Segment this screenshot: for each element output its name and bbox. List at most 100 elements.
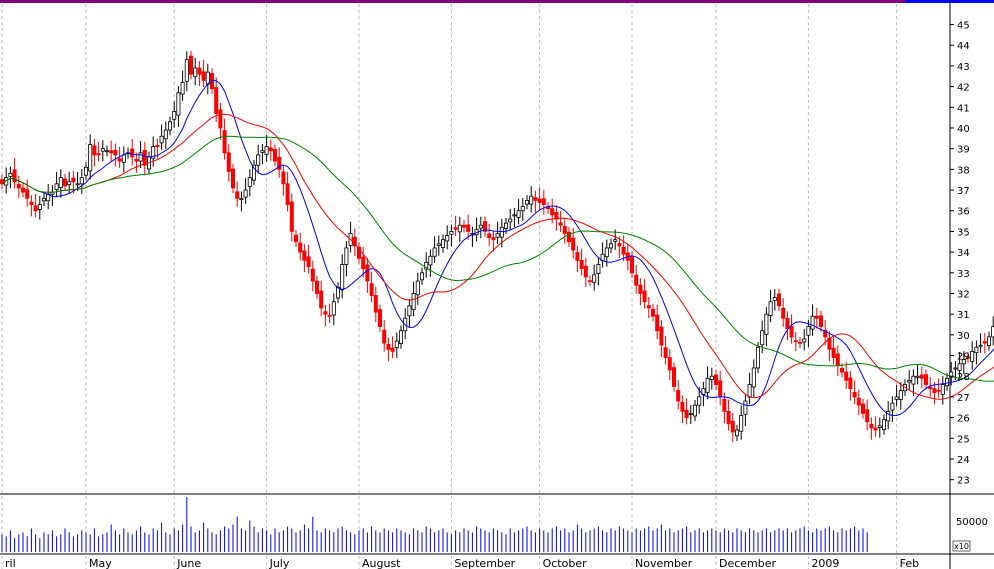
month-label-2: June bbox=[176, 557, 201, 569]
candle-body bbox=[970, 350, 975, 362]
candle-body bbox=[361, 256, 366, 270]
candle-body bbox=[356, 246, 361, 259]
price-tick-label: 29 bbox=[957, 352, 970, 363]
candle-body bbox=[772, 297, 777, 301]
candle-body bbox=[75, 183, 80, 186]
candle-body bbox=[856, 397, 861, 406]
candle-body bbox=[331, 301, 336, 316]
candle-body bbox=[831, 347, 836, 359]
price-tick-label: 39 bbox=[957, 145, 970, 156]
price-tick-label: 44 bbox=[957, 41, 970, 52]
candle-body bbox=[264, 146, 269, 155]
candle-body bbox=[37, 204, 42, 210]
candle-body bbox=[71, 177, 76, 183]
candle-body bbox=[88, 144, 93, 172]
candle-body bbox=[487, 233, 492, 239]
candle-body bbox=[482, 221, 487, 232]
candle-body bbox=[512, 214, 517, 217]
candle-body bbox=[882, 419, 887, 430]
price-tick-label: 28 bbox=[957, 372, 970, 383]
price-tick-label: 30 bbox=[957, 331, 970, 342]
month-label-10: Feb bbox=[900, 557, 919, 569]
candle-body bbox=[163, 129, 168, 140]
candle-body bbox=[390, 347, 395, 352]
candle-body bbox=[987, 336, 992, 347]
candle-body bbox=[289, 201, 294, 232]
candle-body bbox=[319, 290, 324, 309]
candle-body bbox=[886, 410, 891, 422]
month-label-6: October bbox=[543, 557, 587, 569]
candle-body bbox=[516, 210, 521, 218]
candle-body bbox=[272, 149, 277, 162]
volume-multiplier-box bbox=[952, 540, 971, 552]
price-tick-label: 43 bbox=[957, 62, 970, 73]
candle-body bbox=[79, 177, 84, 185]
candle-body bbox=[579, 259, 584, 270]
candle-body bbox=[760, 330, 765, 346]
month-label-8: December bbox=[719, 557, 777, 569]
candle-body bbox=[604, 247, 609, 258]
candle-body bbox=[155, 144, 160, 148]
month-label-5: September bbox=[454, 557, 515, 569]
candle-body bbox=[499, 226, 504, 238]
candle-body bbox=[911, 375, 916, 385]
candle-body bbox=[0, 179, 4, 185]
candle-body bbox=[705, 377, 710, 393]
candle-body bbox=[310, 268, 315, 282]
candle-body bbox=[592, 274, 597, 283]
price-tick-label: 34 bbox=[957, 248, 970, 259]
candle-body bbox=[503, 222, 508, 229]
candle-body bbox=[167, 121, 172, 131]
candle-body bbox=[533, 197, 538, 201]
candle-body bbox=[840, 367, 845, 373]
candle-body bbox=[953, 367, 958, 370]
candle-body bbox=[33, 205, 38, 212]
month-label-4: August bbox=[362, 557, 401, 569]
candle-body bbox=[764, 313, 769, 335]
price-tick-label: 37 bbox=[957, 186, 970, 197]
candle-body bbox=[554, 211, 559, 220]
candle-body bbox=[495, 233, 500, 238]
candle-body bbox=[651, 308, 656, 317]
candle-body bbox=[562, 226, 567, 234]
month-label-3: July bbox=[269, 557, 290, 569]
candle-body bbox=[596, 264, 601, 275]
candle-body bbox=[340, 264, 345, 291]
candle-body bbox=[957, 363, 962, 371]
candle-body bbox=[184, 59, 189, 82]
candle-body bbox=[113, 149, 118, 156]
price-tick-label: 25 bbox=[957, 434, 970, 445]
candle-body bbox=[659, 326, 664, 346]
candle-body bbox=[525, 199, 530, 205]
candle-body bbox=[218, 109, 223, 129]
candle-body bbox=[575, 252, 580, 261]
candle-body bbox=[428, 255, 433, 266]
candle-body bbox=[747, 384, 752, 398]
moving-average-lines bbox=[1, 79, 994, 416]
candle-body bbox=[739, 415, 744, 432]
candle-body bbox=[151, 146, 156, 159]
candle-body bbox=[415, 280, 420, 296]
candle-body bbox=[382, 329, 387, 344]
candle-body bbox=[96, 153, 101, 156]
price-tick-label: 40 bbox=[957, 124, 970, 135]
candle-body bbox=[877, 425, 882, 428]
candle-body bbox=[865, 409, 870, 423]
month-axis: ril May June July August September October Nove… bbox=[5, 557, 919, 569]
candle-body bbox=[907, 379, 912, 383]
candle-body bbox=[251, 164, 256, 181]
candle-body bbox=[869, 423, 874, 429]
candle-body bbox=[29, 201, 34, 205]
candle-body bbox=[785, 317, 790, 330]
candle-body bbox=[932, 388, 937, 394]
candle-body bbox=[915, 375, 920, 378]
candle-body bbox=[609, 243, 614, 249]
candle-body bbox=[226, 152, 231, 172]
candle-body bbox=[798, 341, 803, 344]
vertical-grid bbox=[1, 4, 898, 569]
candle-body bbox=[991, 326, 994, 338]
candle-body bbox=[697, 396, 702, 406]
